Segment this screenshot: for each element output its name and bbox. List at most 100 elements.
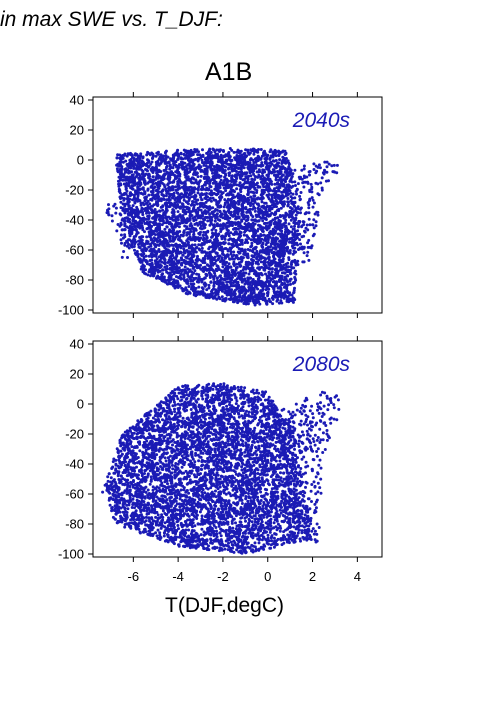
data-point [154,154,158,158]
data-point [264,208,268,212]
data-point [156,239,159,243]
data-point [255,157,259,160]
data-point [179,256,183,260]
data-point [269,188,273,192]
data-point [246,160,250,164]
data-point [258,207,262,211]
data-point [190,244,194,248]
data-point [275,263,279,267]
data-point [227,167,230,171]
data-point [279,206,283,210]
data-point [110,219,114,223]
data-point [228,257,232,261]
data-point [158,180,162,184]
data-point [278,249,282,253]
data-point [217,204,221,208]
data-point [206,195,210,199]
data-point [181,217,185,221]
data-point [281,252,285,256]
data-point [256,242,260,246]
data-point [236,256,240,260]
data-point [256,277,260,281]
data-point [227,238,231,242]
data-point [230,288,234,292]
data-point [241,202,244,206]
data-point [296,232,300,236]
data-point [163,227,167,231]
data-point [269,170,273,174]
data-point [193,197,197,201]
data-point [261,297,265,300]
data-point [134,253,138,256]
data-point [231,292,235,296]
data-point [325,170,329,174]
data-point [151,231,155,235]
data-point [119,157,123,161]
data-point [232,150,236,154]
data-point [227,156,231,160]
data-point [335,171,339,175]
data-point [145,220,149,224]
data-point [204,283,208,286]
data-point [226,232,230,235]
data-point [190,238,194,242]
data-point [176,248,180,252]
data-point [219,165,222,169]
data-point [197,258,201,262]
data-point [230,237,233,241]
data-point [262,260,266,264]
data-point [194,228,198,232]
data-point [139,182,143,186]
data-point [196,191,200,195]
data-point [244,271,248,275]
data-point [252,152,256,156]
data-point [196,254,199,258]
data-point [291,281,295,285]
data-point [165,225,169,229]
data-point [145,239,149,243]
data-point [154,227,158,231]
data-point [220,270,224,274]
data-point [144,260,148,264]
data-point [292,291,296,295]
data-point [193,193,197,197]
data-point [280,235,283,239]
data-point [263,181,266,185]
data-point [221,281,225,285]
data-point [311,223,315,227]
data-point [252,172,256,176]
data-point [240,298,243,302]
data-point [286,197,290,200]
data-point [267,297,271,301]
data-point [259,148,263,151]
data-point [206,230,210,234]
data-point [251,170,255,174]
data-point [318,166,322,170]
data-point [277,243,281,247]
data-point [209,222,213,226]
data-point [136,231,140,235]
data-point [192,288,196,292]
data-point [312,232,316,236]
data-point [251,202,255,206]
data-point [276,232,280,236]
data-point [176,182,180,185]
data-point [172,162,176,166]
data-point [270,251,274,255]
data-point [264,224,268,228]
data-point [278,197,282,201]
data-point [286,171,289,175]
data-point [261,213,265,217]
data-point [161,216,165,220]
data-point [128,170,132,174]
data-point [139,220,142,224]
data-point [125,189,129,193]
data-point [324,179,328,183]
data-point [295,221,299,225]
data-point [165,164,169,168]
data-point [201,233,205,237]
data-point [158,227,162,231]
data-point [211,147,215,151]
data-point [249,165,253,169]
data-point [107,203,110,207]
